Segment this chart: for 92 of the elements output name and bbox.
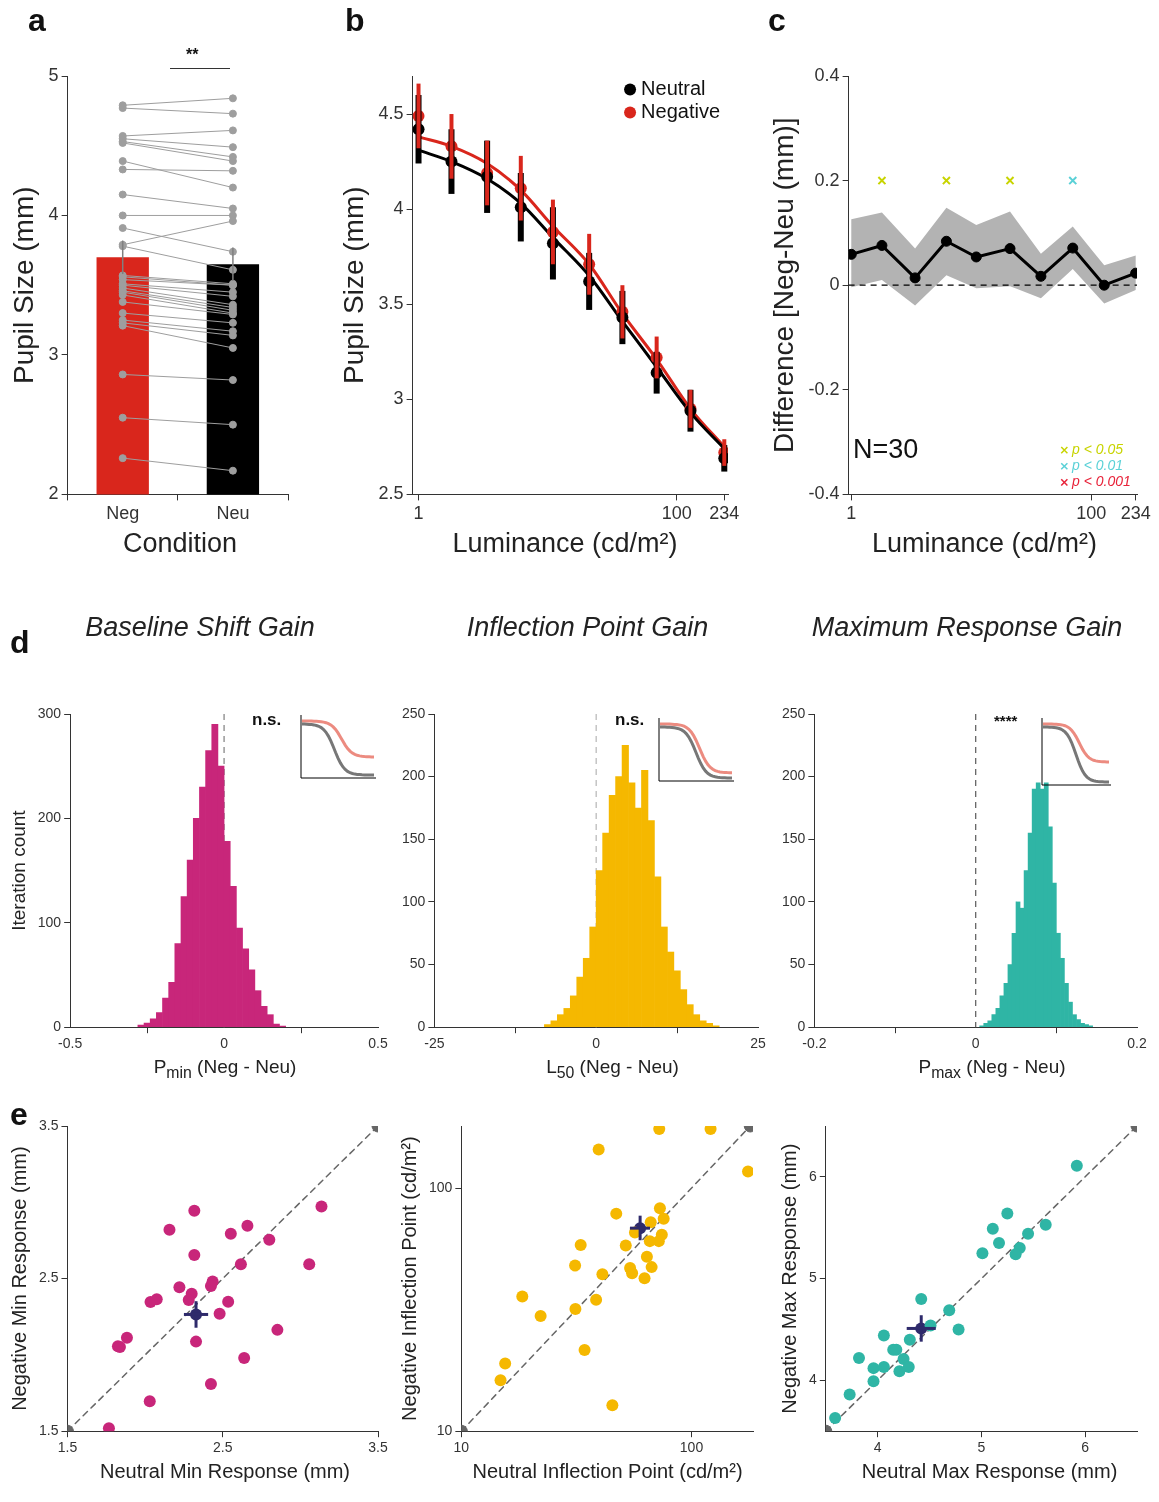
x-tick-label: Neu — [216, 503, 250, 524]
y-tick-label: 100 — [402, 892, 426, 909]
y-axis-title: Negative Inflection Point (cd/m²) — [397, 1136, 420, 1421]
x-tick-label: 0 — [971, 1035, 980, 1052]
x-tick-label: 6 — [1081, 1439, 1090, 1456]
y-tick-label: 3.5 — [38, 1116, 59, 1133]
y-tick-label: 50 — [789, 955, 806, 972]
y-tick-label: 300 — [37, 704, 62, 721]
y-axis-title: Pupil Size (mm) — [337, 186, 369, 384]
y-axis-title: Iteration count — [7, 809, 29, 931]
x-tick-label: 100 — [679, 1439, 704, 1456]
y-tick-label: -0.4 — [808, 483, 840, 504]
legend-label: Neutral — [641, 77, 706, 100]
y-tick-label: 200 — [782, 767, 806, 784]
legend-label: Negative — [641, 100, 720, 123]
x-tick-label: 0.5 — [368, 1035, 388, 1052]
chart-title: Inflection Point Gain — [465, 612, 710, 643]
x-tick-label: 4 — [873, 1439, 882, 1456]
x-axis-title: P$_{min}$ (Neg - Neu) — [152, 1056, 298, 1082]
x-tick-label: 25 — [750, 1035, 766, 1052]
x-tick-label: 5 — [977, 1439, 986, 1456]
annotation: N=30 — [853, 434, 919, 465]
chart-title: Baseline Shift Gain — [85, 612, 315, 642]
x-tick-label: 1 — [413, 503, 424, 524]
y-tick-label: 2 — [48, 483, 59, 504]
y-tick-label: 4 — [808, 1371, 817, 1388]
x-axis-title: Condition — [121, 528, 239, 560]
y-tick-label: 5 — [48, 64, 59, 85]
x-tick-label: 2.5 — [213, 1439, 233, 1456]
x-tick-label: 0 — [220, 1035, 229, 1052]
x-tick-label: 0 — [592, 1035, 601, 1052]
annotation: n.s. — [252, 710, 282, 730]
text: e — [10, 1096, 28, 1133]
x-tick-label: 100 — [1076, 503, 1107, 524]
y-tick-label: 5 — [808, 1269, 817, 1286]
x-tick-label: 234 — [1120, 503, 1151, 524]
y-axis-title: Pupil Size (mm) — [7, 186, 39, 384]
y-tick-label: 0 — [797, 1018, 806, 1035]
y-tick-label: 3.5 — [378, 293, 404, 314]
y-tick-label: 0.2 — [814, 169, 840, 190]
y-tick-label: 4 — [393, 198, 404, 219]
y-tick-label: 200 — [37, 809, 62, 826]
y-tick-label: 6 — [808, 1167, 817, 1184]
y-axis-title: Negative Max Response (mm) — [777, 1143, 800, 1414]
text: ** — [186, 46, 199, 64]
y-tick-label: 50 — [409, 955, 426, 972]
y-tick-label: 3 — [393, 388, 404, 409]
legend-label: p < 0.05 — [1071, 441, 1124, 458]
y-tick-label: 250 — [782, 704, 806, 721]
text: d — [10, 624, 30, 661]
x-tick-label: -25 — [424, 1035, 445, 1052]
y-tick-label: 0.4 — [814, 64, 840, 85]
annotation: n.s. — [615, 710, 645, 730]
y-tick-label: 200 — [402, 767, 426, 784]
x-axis-title: P$_{max}$ (Neg - Neu) — [917, 1056, 1067, 1082]
y-tick-label: 150 — [402, 830, 426, 847]
legend-label: p < 0.001 — [1071, 473, 1131, 490]
x-tick-label: Neg — [106, 503, 140, 524]
x-tick-label: 100 — [661, 503, 692, 524]
x-tick-label: 1 — [846, 503, 857, 524]
y-tick-label: 4 — [48, 204, 59, 225]
text: a — [28, 2, 46, 39]
x-axis-title: Neutral Inflection Point (cd/m²) — [471, 1460, 744, 1483]
annotation: **** — [994, 712, 1018, 729]
x-tick-label: 10 — [453, 1439, 470, 1456]
legend-label: p < 0.01 — [1071, 457, 1124, 474]
y-tick-label: 150 — [782, 830, 806, 847]
y-tick-label: 100 — [782, 892, 806, 909]
y-tick-label: 4.5 — [378, 103, 404, 124]
x-axis-title: Luminance (cd/m²) — [870, 528, 1099, 560]
y-tick-label: 100 — [37, 913, 62, 930]
y-tick-label: 1.5 — [38, 1422, 59, 1439]
y-tick-label: 0 — [417, 1018, 426, 1035]
y-tick-label: 2.5 — [378, 483, 404, 504]
chart-title: Maximum Response Gain — [810, 612, 1124, 643]
y-tick-label: 2.5 — [38, 1269, 59, 1286]
y-tick-label: 3 — [48, 343, 59, 364]
y-axis-title: Difference [Neg-Neu (mm)] — [767, 117, 799, 453]
y-tick-label: -0.2 — [808, 378, 840, 399]
y-tick-label: 250 — [402, 704, 426, 721]
x-axis-title: L$_{50}$ (Neg - Neu) — [545, 1056, 680, 1082]
y-tick-label: 0 — [829, 274, 840, 295]
y-tick-label: 0 — [53, 1018, 62, 1035]
x-tick-label: 234 — [709, 503, 740, 524]
x-axis-title: Neutral Max Response (mm) — [860, 1460, 1119, 1483]
y-axis-title: Negative Min Response (mm) — [7, 1146, 30, 1411]
x-axis-title: Neutral Min Response (mm) — [98, 1460, 352, 1483]
text: c — [768, 2, 786, 39]
x-tick-label: -0.5 — [58, 1035, 83, 1052]
text: b — [345, 2, 365, 39]
x-tick-label: 0.2 — [1127, 1035, 1147, 1052]
x-axis-title: Luminance (cd/m²) — [451, 528, 679, 560]
